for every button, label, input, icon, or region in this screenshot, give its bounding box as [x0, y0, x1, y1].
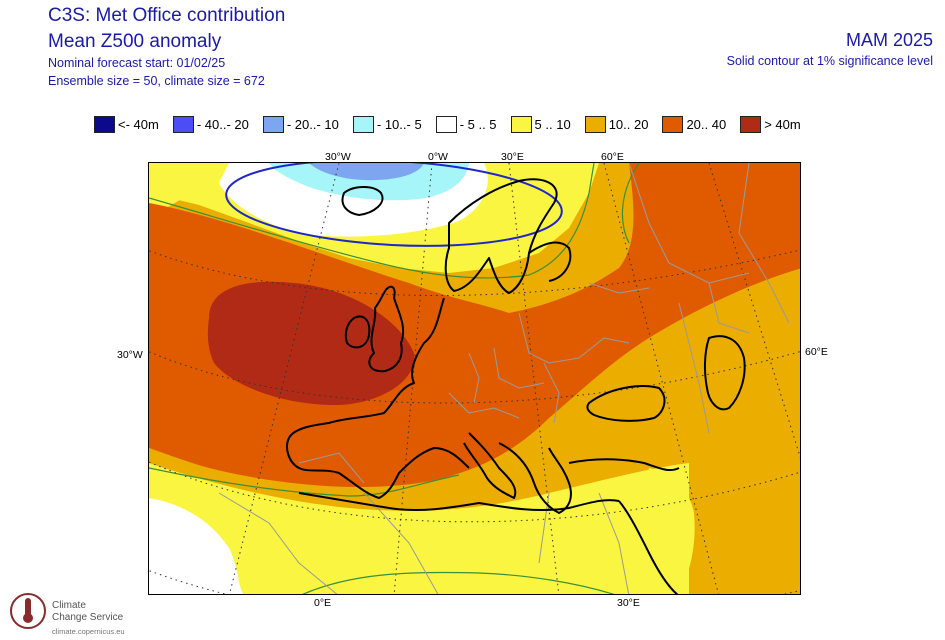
logo-url: climate.copernicus.eu [52, 627, 125, 636]
zone-minus-10-5 [269, 163, 469, 201]
legend-swatch [740, 116, 762, 133]
legend-item: 5 .. 10 [510, 116, 571, 133]
logo-name: Climate Change Service [52, 600, 123, 624]
logo-name-line2: Change Service [52, 612, 124, 623]
legend-label: <- 40m [118, 117, 159, 132]
legend-swatch [94, 116, 115, 133]
legend-label: - 20..- 10 [286, 117, 339, 132]
lon-label-bottom: 30°E [617, 597, 640, 609]
coastlines [286, 178, 746, 594]
legend-label: - 5 .. 5 [459, 117, 497, 132]
legend-swatch [584, 116, 606, 133]
zone-above-40 [207, 281, 415, 406]
legend-item: - 40..- 20 [172, 116, 249, 133]
graticule [149, 163, 800, 594]
significance-note: Solid contour at 1% significance level [726, 54, 933, 68]
lat-label-right: 60°E [805, 346, 828, 358]
zone-20-40 [149, 163, 800, 488]
legend-label: 20.. 40 [686, 117, 727, 132]
legend-swatch [172, 116, 194, 133]
legend-label: - 10..- 5 [376, 117, 422, 132]
anomaly-map [148, 162, 801, 595]
country-borders [218, 163, 790, 594]
ensemble-info: Ensemble size = 50, climate size = 672 [48, 74, 265, 88]
zone-minus-20-10 [309, 163, 424, 181]
lon-label-top: 60°E [601, 151, 624, 163]
zone-5-10-south [149, 463, 689, 594]
lon-label-top: 0°W [428, 151, 448, 163]
legend-swatch [662, 116, 684, 133]
anomaly-map-svg [149, 163, 800, 594]
legend-item: - 20..- 10 [262, 116, 339, 133]
legend-label: 10.. 20 [608, 117, 649, 132]
zone-5-10-west [149, 163, 209, 218]
legend-item: 10.. 20 [584, 116, 649, 133]
legend: <- 40m - 40..- 20 - 20..- 10 - 10..- 5 -… [94, 116, 815, 133]
significance-ellipse [225, 163, 563, 247]
legend-label: 5 .. 10 [534, 117, 571, 132]
legend-item: 20.. 40 [662, 116, 726, 133]
legend-label: - 40..- 20 [196, 117, 249, 132]
legend-item: <- 40m [94, 116, 159, 133]
lon-label-top: 30°W [325, 151, 351, 163]
logo-name-line1: Climate [52, 600, 86, 611]
lon-label-top: 30°E [501, 151, 524, 163]
title-line-2: Mean Z500 anomaly [48, 31, 222, 52]
legend-swatch [435, 116, 457, 133]
legend-label: > 40m [764, 117, 801, 132]
season-label: MAM 2025 [845, 30, 933, 50]
legend-item: > 40m [740, 116, 801, 133]
legend-swatch [262, 116, 284, 133]
title-line-1: C3S: Met Office contribution [48, 5, 286, 26]
thermometer-globe-icon [10, 593, 46, 629]
lon-label-bottom: 0°E [314, 597, 332, 609]
forecast-start: Nominal forecast start: 01/02/25 [48, 56, 226, 70]
lat-label-left: 30°W [117, 349, 143, 361]
copernicus-logo [8, 589, 48, 638]
legend-swatch [352, 116, 374, 133]
legend-item: - 5 .. 5 [435, 116, 497, 133]
zone-5-10-southeast [619, 468, 695, 594]
significance-contours [149, 163, 640, 594]
zone-neutral-southwest [149, 498, 244, 594]
legend-swatch [510, 116, 532, 133]
legend-item: - 10..- 5 [352, 116, 422, 133]
